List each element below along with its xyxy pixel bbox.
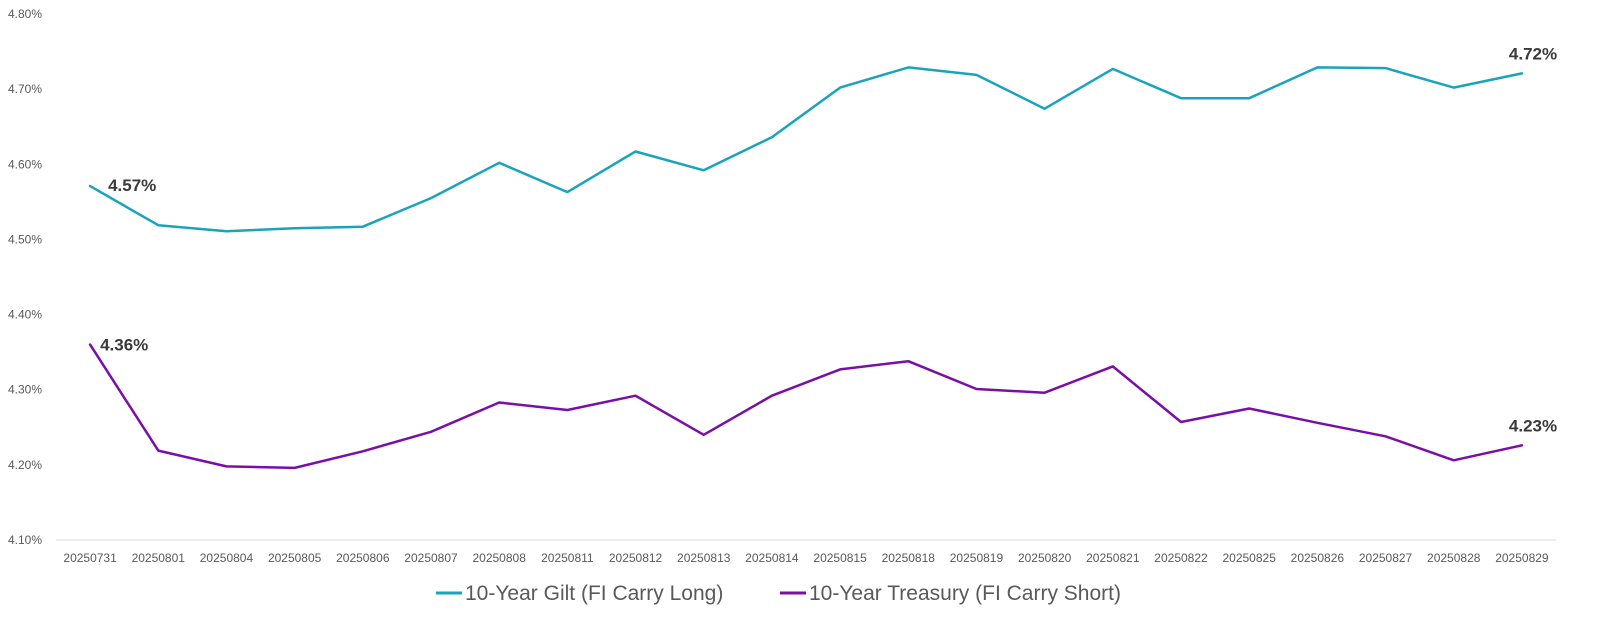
x-tick-label: 20250801 (132, 551, 186, 565)
x-tick-label: 20250827 (1359, 551, 1413, 565)
x-tick-label: 20250804 (200, 551, 254, 565)
data-label-last: 4.23% (1509, 416, 1557, 435)
series-layer (88, 66, 1524, 470)
x-tick-label: 20250807 (404, 551, 458, 565)
series-line-1 (88, 343, 1524, 470)
y-tick-label: 4.10% (8, 533, 42, 547)
x-tick-label: 20250828 (1427, 551, 1481, 565)
x-tick-label: 20250826 (1291, 551, 1345, 565)
x-tick-label: 20250731 (63, 551, 117, 565)
x-tick-label: 20250815 (813, 551, 867, 565)
x-tick-label: 20250812 (609, 551, 663, 565)
data-label-first: 4.36% (100, 336, 148, 355)
x-tick-label: 20250822 (1154, 551, 1208, 565)
x-tick-label: 20250805 (268, 551, 322, 565)
data-label-first: 4.57% (108, 176, 156, 195)
y-tick-label: 4.20% (8, 458, 42, 472)
y-tick-label: 4.80% (8, 7, 42, 21)
y-tick-label: 4.30% (8, 383, 42, 397)
x-tick-label: 20250814 (745, 551, 799, 565)
x-axis: 20250731 20250801 20250804 20250805 20250806… (63, 551, 1549, 565)
y-tick-label: 4.50% (8, 232, 42, 246)
x-tick-label: 20250825 (1222, 551, 1276, 565)
y-tick-label: 4.40% (8, 308, 42, 322)
legend-label-gilt: 10-Year Gilt (FI Carry Long) (465, 582, 723, 605)
x-tick-label: 20250808 (472, 551, 526, 565)
series-line-0 (88, 66, 1524, 233)
x-tick-label: 20250806 (336, 551, 390, 565)
x-tick-label: 20250818 (882, 551, 936, 565)
y-tick-label: 4.70% (8, 82, 42, 96)
x-tick-label: 20250819 (950, 551, 1004, 565)
x-tick-label: 20250820 (1018, 551, 1072, 565)
legend-label-treasury: 10-Year Treasury (FI Carry Short) (809, 582, 1121, 605)
x-tick-label: 20250813 (677, 551, 731, 565)
data-labels: 4.57% 4.72% 4.36% 4.23% (100, 44, 1557, 435)
legend: 10-Year Gilt (FI Carry Long) 10-Year Tre… (436, 582, 1121, 605)
data-label-last: 4.72% (1509, 44, 1557, 63)
x-tick-label: 20250811 (541, 551, 594, 565)
y-axis: 4.10% 4.20% 4.30% 4.40% 4.50% 4.60% 4.70% 4.80% (8, 7, 42, 547)
x-tick-label: 20250829 (1495, 551, 1549, 565)
y-tick-label: 4.60% (8, 157, 42, 171)
x-tick-label: 20250821 (1086, 551, 1140, 565)
